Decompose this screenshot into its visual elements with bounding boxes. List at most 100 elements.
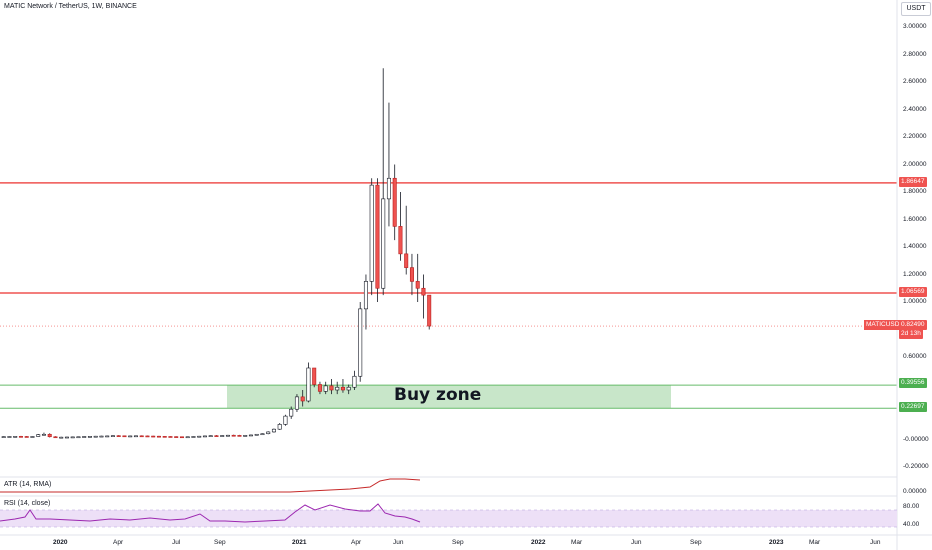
x-tick-label: Jun xyxy=(393,539,404,546)
resistance-low-label: 1.06569 xyxy=(899,287,927,297)
x-tick-label: Mar xyxy=(809,539,821,546)
candle-body xyxy=(87,436,92,438)
candle-body xyxy=(99,435,104,438)
candle-body xyxy=(329,385,334,391)
y-tick-label: 1.40000 xyxy=(903,243,927,250)
candle-body xyxy=(271,428,276,433)
candle-body xyxy=(323,385,328,392)
y-tick-label: 1.20000 xyxy=(903,270,927,278)
candle-body xyxy=(36,434,41,437)
y-tick-label: 1.60000 xyxy=(903,215,927,223)
candle-body xyxy=(369,184,374,282)
candle-body xyxy=(151,435,156,438)
candle-body xyxy=(346,386,351,391)
y-tick-label: 2.80000 xyxy=(903,50,927,58)
x-tick-label: 2023 xyxy=(769,539,784,546)
y-tick-label: 2.60000 xyxy=(903,78,927,85)
atr-value-label: 0.00000 xyxy=(903,488,927,495)
candle-body xyxy=(277,424,282,430)
rsi-lower-label: 40.00 xyxy=(903,521,920,528)
candle-body xyxy=(381,198,386,289)
candle-body xyxy=(294,396,299,410)
y-tick-label: 1.00000 xyxy=(903,298,927,305)
candle-body xyxy=(392,177,397,227)
candle-body xyxy=(185,436,190,439)
candle-body xyxy=(13,436,18,438)
candle-body xyxy=(59,436,64,439)
zone-top-label: 0.39556 xyxy=(899,378,927,388)
candle-body xyxy=(398,226,403,255)
candle-body xyxy=(421,287,426,296)
y-tick-label: 2.00000 xyxy=(903,160,927,168)
y-tick-label: 1.80000 xyxy=(903,188,927,195)
candle-body xyxy=(409,267,414,282)
candle-body xyxy=(197,435,202,438)
candle-body xyxy=(64,436,69,439)
candle-body xyxy=(300,396,305,402)
candle-body xyxy=(105,435,110,438)
candle-body xyxy=(225,434,230,437)
candle-body xyxy=(317,384,322,392)
candle-body xyxy=(133,435,138,438)
rsi-band xyxy=(0,510,897,527)
buy-zone-rect xyxy=(227,385,671,409)
candle-body xyxy=(260,433,265,436)
x-tick-label: Sep xyxy=(452,539,464,546)
candle-body xyxy=(156,435,161,438)
candle-body xyxy=(30,436,35,438)
candle-body xyxy=(24,436,29,438)
atr-label[interactable]: ATR (14, RMA) xyxy=(4,481,52,488)
resistance-high-label: 1.86647 xyxy=(899,177,927,187)
currency-button[interactable]: USDT xyxy=(901,2,931,16)
x-tick-label: Apr xyxy=(113,539,124,546)
rsi-label[interactable]: RSI (14, close) xyxy=(4,500,51,507)
x-tick-label: 2022 xyxy=(531,539,546,546)
candle-body xyxy=(214,435,219,437)
candle-body xyxy=(93,435,98,438)
y-tick-label: -0.20000 xyxy=(903,463,929,470)
candle-body xyxy=(375,184,380,289)
candle-body xyxy=(352,375,357,388)
y-tick-label: -0.00000 xyxy=(903,435,929,443)
zone-bottom-label: 0.22697 xyxy=(899,402,927,412)
chart-title: MATIC Network / TetherUS, 1W, BINANCE xyxy=(4,3,137,10)
candle-body xyxy=(231,434,236,437)
symbol-tag: MATICUSDT xyxy=(864,320,906,330)
candle-body xyxy=(128,435,133,438)
candle-body xyxy=(312,367,317,385)
atr-line xyxy=(0,478,421,493)
candle-body xyxy=(41,433,46,436)
y-tick-label: 2.20000 xyxy=(903,133,927,140)
y-tick-label: 0.60000 xyxy=(903,353,927,360)
candle-body xyxy=(168,436,173,438)
x-tick-label: Jul xyxy=(172,539,181,546)
x-tick-label: Sep xyxy=(214,539,226,546)
candle-body xyxy=(174,436,179,438)
buy-zone-label: Buy zone xyxy=(394,385,482,405)
candle-body xyxy=(122,435,127,438)
x-tick-label: Sep xyxy=(690,539,702,546)
candle-body xyxy=(7,436,12,438)
countdown-label: 2d 13h xyxy=(899,329,923,339)
candles-layer xyxy=(1,68,432,439)
candle-body xyxy=(266,431,271,435)
current-price-label: 0.82490 xyxy=(899,320,927,330)
candle-body xyxy=(340,386,345,391)
candle-body xyxy=(162,436,167,438)
candle-body xyxy=(427,294,432,327)
candle-body xyxy=(191,436,196,438)
candle-body xyxy=(335,386,340,391)
candle-body xyxy=(386,177,391,200)
candle-body xyxy=(237,435,242,437)
x-tick-label: Mar xyxy=(571,539,583,546)
candle-body xyxy=(363,281,368,310)
candle-body xyxy=(415,281,420,289)
candle-body xyxy=(289,408,294,417)
candle-body xyxy=(110,435,115,437)
candle-body xyxy=(254,433,259,436)
candle-body xyxy=(283,415,288,425)
x-tick-label: Jun xyxy=(631,539,642,546)
candle-body xyxy=(1,436,6,438)
y-tick-label: 3.00000 xyxy=(903,23,927,30)
